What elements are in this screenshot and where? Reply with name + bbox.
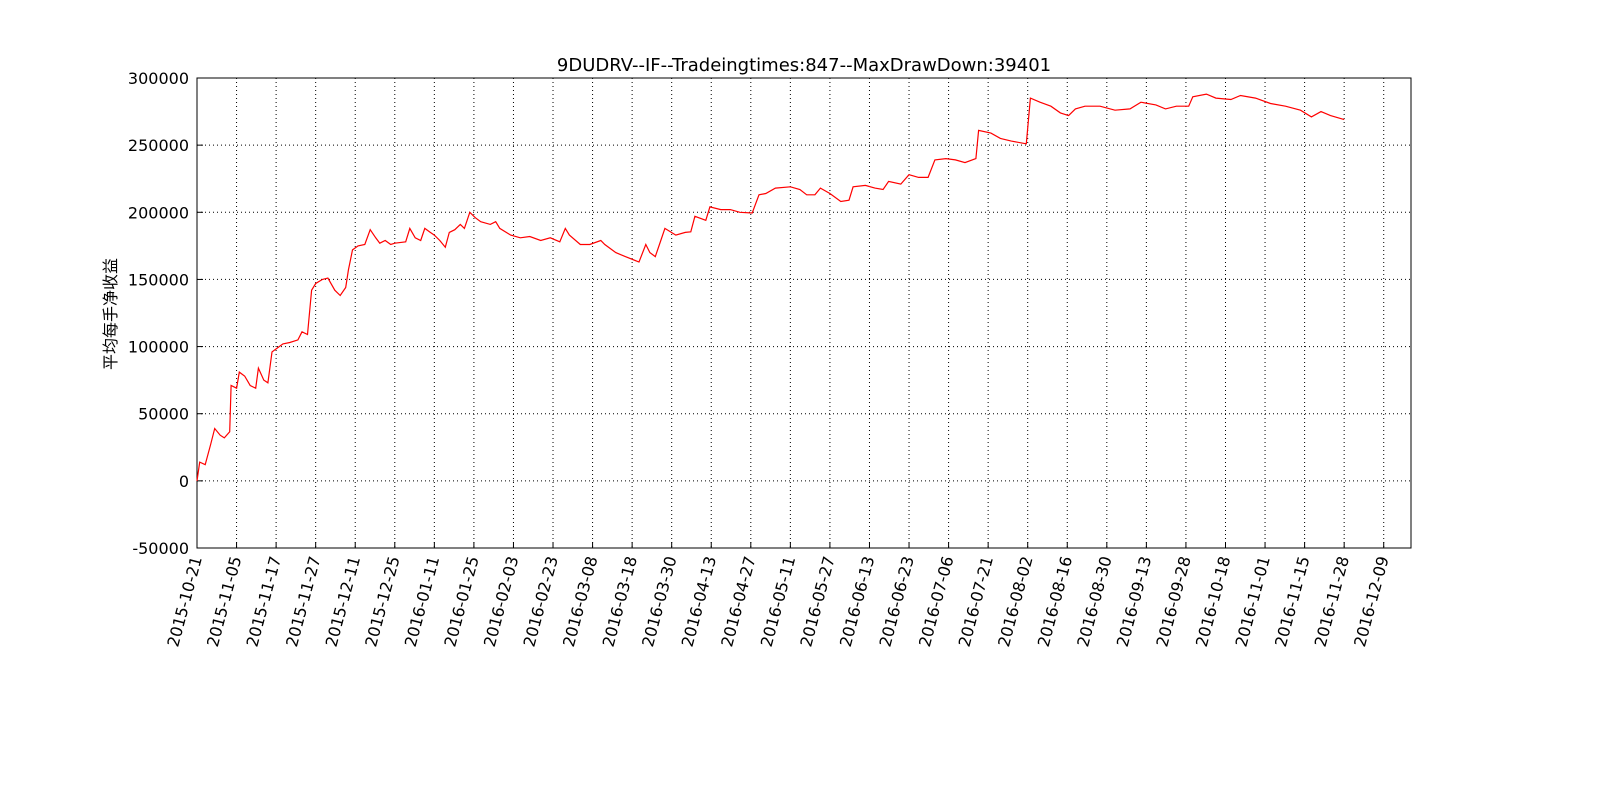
x-tick-label: 2016-04-27 (717, 554, 759, 649)
x-tick-label: 2015-11-27 (282, 554, 324, 649)
x-tick-label: 2015-10-21 (163, 554, 205, 649)
x-tick-label: 2016-11-15 (1271, 554, 1313, 649)
x-tick-label: 2016-10-18 (1192, 554, 1234, 649)
x-tick-label: 2016-12-09 (1350, 554, 1392, 649)
x-tick-label: 2016-04-13 (678, 554, 720, 649)
x-tick-label: 2015-11-05 (203, 554, 245, 649)
y-tick-label: 200000 (128, 203, 189, 222)
x-tick-label: 2016-07-06 (915, 554, 957, 649)
y-tick-label: 250000 (128, 136, 189, 155)
x-tick-label: 2016-09-13 (1113, 554, 1155, 649)
x-tick-label: 2016-03-18 (599, 554, 641, 649)
x-tick-label: 2016-02-23 (519, 554, 561, 649)
y-axis-label: 平均每手净收益 (101, 258, 120, 370)
x-tick-label: 2016-09-28 (1152, 554, 1194, 649)
x-tick-label: 2015-12-25 (361, 554, 403, 649)
x-tick-label: 2016-08-16 (1034, 554, 1076, 649)
y-tick-label: 100000 (128, 338, 189, 357)
x-tick-label: 2016-05-27 (796, 554, 838, 649)
y-tick-label: 0 (179, 472, 189, 491)
x-tick-label: 2016-11-01 (1231, 554, 1273, 649)
x-tick-label: 2015-12-11 (322, 554, 364, 649)
x-tick-label: 2015-11-17 (243, 554, 285, 649)
x-tick-label: 2016-02-03 (480, 554, 522, 649)
x-tick-label: 2016-07-21 (955, 554, 997, 649)
x-tick-label: 2016-06-13 (836, 554, 878, 649)
x-tick-label: 2016-03-08 (559, 554, 601, 649)
x-tick-label: 2016-01-11 (401, 554, 443, 649)
x-tick-label: 2016-06-23 (875, 554, 917, 649)
y-tick-label: -50000 (132, 539, 189, 558)
plot-frame (196, 77, 1412, 549)
x-tick-label: 2016-08-30 (1073, 554, 1115, 649)
x-tick-label: 2016-05-11 (757, 554, 799, 649)
y-tick-label: 50000 (138, 405, 189, 424)
chart-title: 9DUDRV--IF--Tradeingtimes:847--MaxDrawDo… (557, 55, 1051, 76)
x-tick-label: 2016-03-30 (638, 554, 680, 649)
line (196, 93, 1345, 481)
y-tick-label: 300000 (128, 69, 189, 88)
x-tick-label: 2016-11-28 (1311, 554, 1353, 649)
x-tick-label: 2016-08-02 (994, 554, 1036, 649)
x-tick-label: 2016-01-25 (440, 554, 482, 649)
y-tick-label: 150000 (128, 270, 189, 289)
